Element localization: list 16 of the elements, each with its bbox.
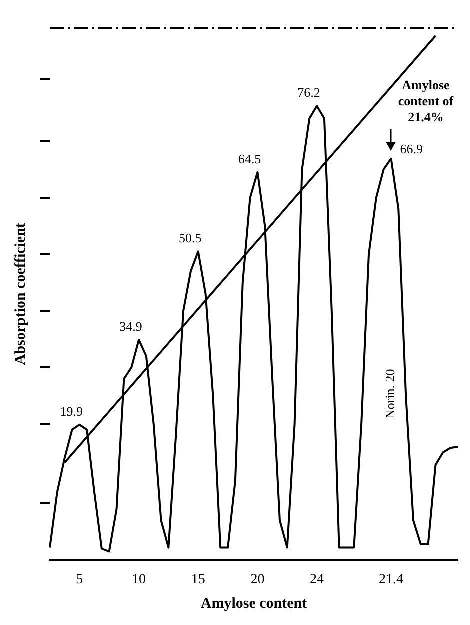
data-label: 66.9 (400, 142, 423, 157)
data-label: 76.2 (298, 85, 320, 100)
x-tick-label: 21.4 (378, 572, 404, 588)
annotation: Amylose content of 21.4% (398, 78, 454, 125)
y-axis-title: Absorption coefficient (12, 223, 29, 366)
annotation: Norin. 20 (382, 369, 398, 420)
x-tick-label: 5 (76, 572, 84, 588)
data-label: 50.5 (178, 230, 202, 246)
x-tick-label: 10 (132, 572, 146, 588)
data-label: 19.9 (60, 404, 84, 419)
data-label: 34.9 (120, 318, 142, 334)
x-tick-label: 15 (191, 572, 206, 588)
x-axis-title: Amylose content (200, 596, 308, 612)
x-tick-label: 24 (310, 572, 324, 588)
data-label: 64.5 (238, 151, 262, 166)
x-tick-label: 20 (250, 572, 265, 588)
